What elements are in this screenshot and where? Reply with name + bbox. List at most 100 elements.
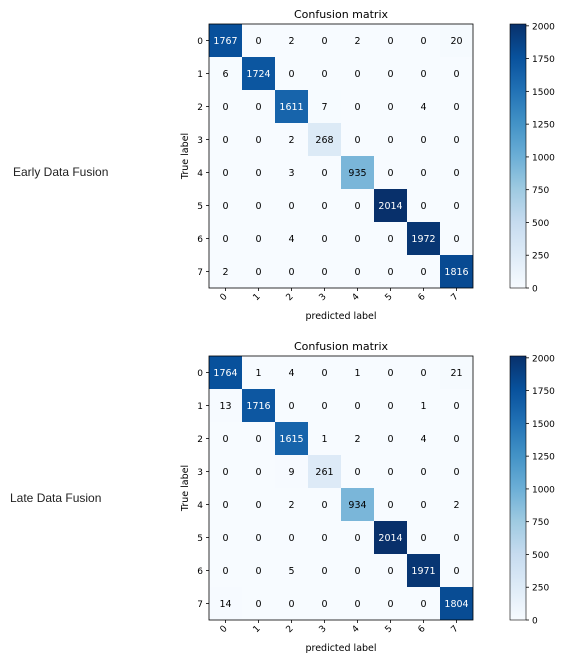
- cm-cell: [374, 488, 407, 521]
- cm-x-tick-label: 1: [252, 292, 263, 303]
- cm-cell: [242, 488, 275, 521]
- cm-cell: [275, 90, 308, 123]
- cm-cell: [209, 57, 242, 90]
- cm-cell: [407, 189, 440, 222]
- cm-cell-value: 1: [354, 368, 360, 379]
- cm-x-tick-label: 4: [351, 624, 362, 635]
- cm-cell: [242, 255, 275, 288]
- cm-cell-value: 9: [288, 467, 294, 478]
- cm-cell: [308, 123, 341, 156]
- cm-cell: [308, 189, 341, 222]
- cm-cell: [374, 156, 407, 189]
- colorbar-tick-label: 1000: [532, 485, 555, 495]
- colorbar-tick-label: 1500: [532, 88, 555, 98]
- cm-cell: [242, 554, 275, 587]
- cm-cell-value: 0: [387, 168, 393, 179]
- colorbar-tick-label: 500: [532, 551, 549, 561]
- confusion-matrix-early: 1767 0 2 0 2 0 0 206 1724 0 0 0 0 0 00 0 1611 7 0 0 4 00 0 2 268…: [180, 8, 555, 322]
- cm-cell: [374, 57, 407, 90]
- cm-cell: [308, 587, 341, 620]
- cm-cell: [242, 455, 275, 488]
- cm-x-tick-label: 3: [318, 292, 329, 303]
- cm-x-tick-label: 7: [450, 292, 461, 303]
- cm-cell: [407, 90, 440, 123]
- cm-cell-value: 0: [321, 168, 327, 179]
- cm-cell-value: 0: [453, 168, 459, 179]
- cm-x-tick-label: 2: [285, 292, 296, 303]
- cm-cell-value: 0: [354, 267, 360, 278]
- cm-cell-value: 0: [420, 533, 426, 544]
- cm-cell-value: 0: [420, 500, 426, 511]
- cm-cell: [209, 255, 242, 288]
- cm-cell-value: 6: [222, 69, 228, 80]
- cm-cell: [209, 521, 242, 554]
- cm-cell: [209, 156, 242, 189]
- cm-cell-value: 0: [387, 599, 393, 610]
- cm-cell: [275, 554, 308, 587]
- cm-cell-value: 1972: [411, 234, 435, 245]
- cm-cell: [242, 422, 275, 455]
- cm-cell-value: 4: [288, 234, 294, 245]
- cm-cell-value: 0: [387, 69, 393, 80]
- cm-cell-value: 0: [222, 234, 228, 245]
- cm-cell: [341, 222, 374, 255]
- cm-cell-value: 0: [222, 566, 228, 577]
- cm-frame: [208, 355, 474, 621]
- cm-cell: [209, 356, 242, 389]
- cm-cell-value: 1804: [444, 599, 468, 610]
- cm-cell-value: 0: [288, 533, 294, 544]
- colorbar-tick-label: 2000: [532, 354, 555, 364]
- cm-cell: [209, 222, 242, 255]
- cm-cell-value: 0: [453, 566, 459, 577]
- cm-y-tick-label: 0: [197, 37, 203, 47]
- cm-cell-value: 2: [288, 500, 294, 511]
- cm-x-tick-label: 2: [285, 624, 296, 635]
- cm-cell-value: 1767: [213, 36, 237, 47]
- colorbar-tick-label: 0: [532, 285, 538, 295]
- cm-cell: [242, 57, 275, 90]
- cm-cell-value: 20: [450, 36, 462, 47]
- cm-cell-value: 0: [387, 135, 393, 146]
- cm-cell: [341, 255, 374, 288]
- cm-cell: [341, 554, 374, 587]
- cm-cell-value: 0: [222, 467, 228, 478]
- cm-cell-value: 0: [255, 599, 261, 610]
- cm-cell: [308, 356, 341, 389]
- cm-cell: [407, 24, 440, 57]
- cm-x-tick-label: 6: [417, 292, 428, 303]
- cm-cell: [275, 488, 308, 521]
- cm-cell: [242, 356, 275, 389]
- cm-cell: [407, 222, 440, 255]
- cm-y-tick-label: 2: [197, 103, 203, 113]
- cm-cell: [308, 389, 341, 422]
- cm-cell: [308, 422, 341, 455]
- cm-cell-value: 0: [255, 566, 261, 577]
- cm-cell-value: 0: [387, 368, 393, 379]
- cm-cell-value: 1816: [444, 267, 468, 278]
- cm-cell-value: 2: [222, 267, 228, 278]
- cm-cell: [275, 389, 308, 422]
- cm-cell-value: 0: [255, 533, 261, 544]
- cm-cell-value: 0: [222, 434, 228, 445]
- cm-cell: [440, 455, 473, 488]
- cm-cell: [374, 24, 407, 57]
- cm-cell: [341, 422, 374, 455]
- cm-cell-value: 2: [288, 36, 294, 47]
- cm-cell-value: 0: [255, 500, 261, 511]
- cm-cell-value: 0: [420, 368, 426, 379]
- cm-cell: [275, 24, 308, 57]
- cm-cell-value: 0: [255, 102, 261, 113]
- cm-cell-value: 0: [321, 500, 327, 511]
- cm-cell-value: 0: [453, 234, 459, 245]
- cm-cells: 1767 0 2 0 2 0 0 206 1724 0 0 0 0 0 00 0 1611 7 0 0 4 00 0 2 268…: [209, 24, 473, 288]
- cm-cell-value: 0: [354, 135, 360, 146]
- colorbar-tick-label: 250: [532, 584, 549, 594]
- cm-cell: [440, 587, 473, 620]
- cm-cell: [374, 389, 407, 422]
- cm-cell-value: 1971: [411, 566, 435, 577]
- cm-cell-value: 0: [453, 102, 459, 113]
- cm-x-tick-label: 5: [384, 292, 395, 303]
- cm-cell-value: 0: [387, 566, 393, 577]
- cm-cell-value: 0: [321, 368, 327, 379]
